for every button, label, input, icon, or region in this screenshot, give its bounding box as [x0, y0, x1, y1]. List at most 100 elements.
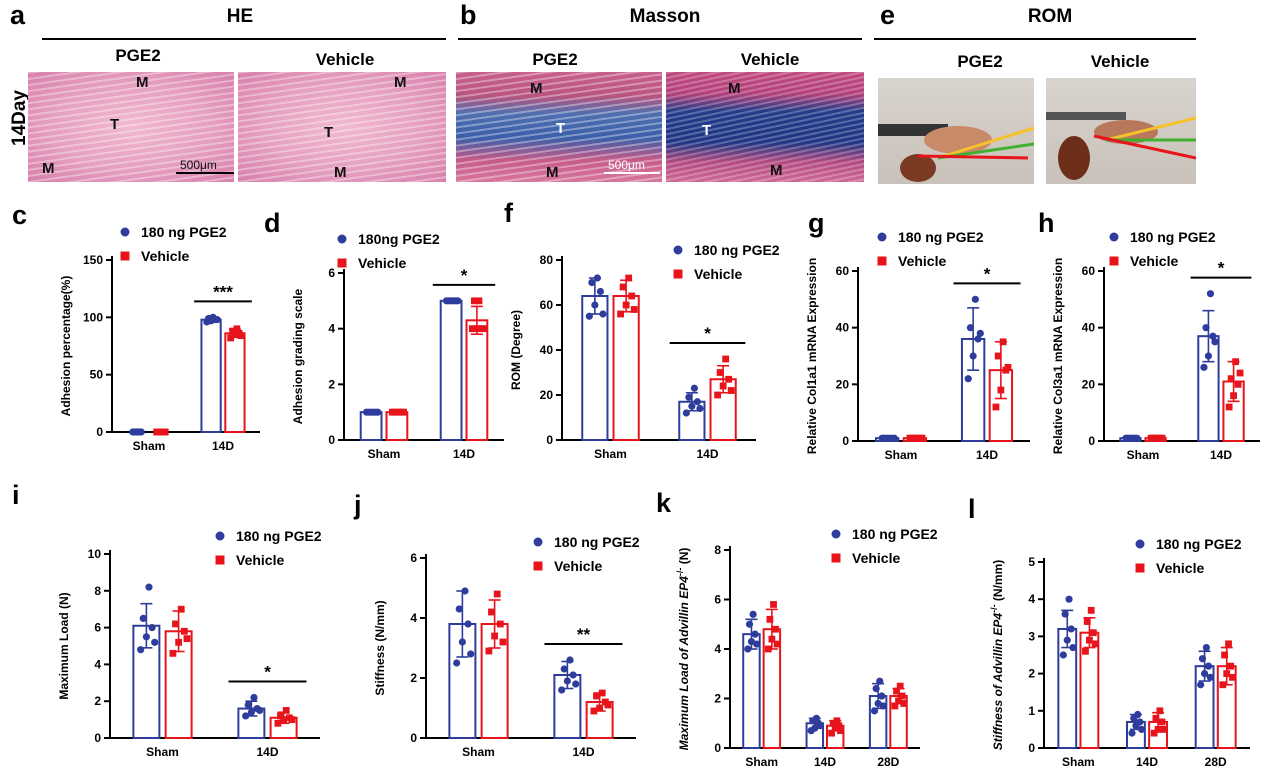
legend-label: 180 ng PGE2	[852, 526, 938, 542]
data-point	[816, 722, 824, 730]
data-point	[994, 352, 1002, 360]
data-point	[835, 722, 843, 730]
masson-vehicle-micrograph: M T M	[666, 72, 864, 182]
angle-line-yellow	[1105, 116, 1196, 142]
legend-marker	[1109, 256, 1119, 266]
bar	[465, 319, 489, 441]
chart-j: 0 2 4 6 Stiffness (N/mm) Sham 14D ** 180 ng PGE2…	[373, 534, 640, 759]
rom-pge2-drawing	[878, 124, 1034, 182]
data-point	[885, 434, 893, 442]
data-point	[1232, 358, 1240, 366]
data-point	[1087, 606, 1095, 614]
legend-label: 180 ng PGE2	[898, 229, 984, 245]
data-point	[872, 685, 880, 693]
data-point	[766, 615, 774, 623]
y-tick-label: 6	[94, 621, 101, 635]
section-rule-he	[42, 38, 446, 40]
chart-c: 0 50 100 150 Adhesion percentage(%) Sham 14D **…	[59, 224, 260, 453]
tendon-label: T	[110, 116, 120, 133]
data-point	[274, 719, 282, 727]
data-point	[454, 297, 462, 305]
significance-label: ***	[213, 282, 233, 301]
data-point	[145, 583, 153, 591]
data-point	[1211, 338, 1219, 346]
panel-label-a: a	[10, 0, 26, 30]
data-point	[714, 391, 721, 399]
data-point	[630, 306, 638, 313]
y-axis-label-superscript: -/-	[989, 604, 999, 613]
data-point	[282, 707, 290, 714]
data-point	[1089, 629, 1097, 637]
y-tick-label: 0	[714, 741, 721, 755]
legend-marker	[337, 234, 347, 244]
data-point	[593, 274, 601, 282]
data-point	[1067, 625, 1075, 633]
data-point	[566, 656, 574, 664]
data-point	[727, 387, 735, 394]
data-point	[753, 640, 761, 648]
y-tick-label: 2	[94, 694, 101, 708]
data-point	[745, 620, 754, 628]
y-tick-label: 6	[410, 551, 417, 565]
data-point	[1202, 324, 1210, 332]
panel-label-k: k	[656, 488, 672, 518]
y-tick-label: 0	[96, 425, 103, 439]
data-point	[997, 386, 1005, 394]
y-axis-label: Stiffness (N/mm)	[373, 600, 387, 695]
y-tick-label: 4	[1028, 592, 1035, 606]
data-point	[1059, 651, 1067, 659]
x-tick-label: 14D	[256, 745, 278, 759]
y-tick-label: 20	[836, 377, 850, 391]
data-point	[900, 700, 908, 707]
y-tick-label: 8	[714, 543, 721, 557]
legend-marker	[337, 258, 347, 268]
data-point	[135, 428, 143, 436]
data-point	[1091, 640, 1099, 648]
data-point	[625, 274, 633, 282]
data-point	[974, 335, 982, 343]
x-tick-label: 14D	[976, 448, 998, 462]
data-point	[1082, 647, 1089, 655]
angle-line-red	[917, 154, 1029, 160]
data-point	[1206, 673, 1214, 681]
data-point	[992, 403, 1000, 411]
data-point	[1083, 618, 1091, 625]
y-tick-label: 3	[1028, 629, 1035, 643]
legend-label: Vehicle	[852, 550, 900, 566]
chart-k: 0 2 4 6 8 Maximum Load of Advillin EP4-/- (N)…	[675, 526, 938, 769]
data-point	[751, 630, 759, 638]
y-axis-label: Stiffness of Advillin EP4-/- (N/mm)	[989, 560, 1005, 751]
data-point	[591, 301, 599, 309]
y-tick-label: 0	[410, 731, 417, 745]
muscle-label: M	[546, 164, 559, 181]
data-point	[908, 434, 916, 442]
legend-marker	[831, 553, 841, 563]
y-tick-label: 2	[1028, 667, 1035, 681]
data-point	[971, 295, 979, 303]
scale-bar-label: 500μm	[180, 158, 217, 172]
y-tick-label: 2	[714, 692, 721, 706]
data-point	[177, 605, 185, 613]
y-tick-label: 6	[714, 593, 721, 607]
legend-marker	[120, 227, 130, 237]
masson-vehicle-title: Vehicle	[740, 50, 800, 69]
data-point	[277, 712, 284, 720]
panel-label-f: f	[504, 198, 513, 228]
legend-label: Vehicle	[554, 558, 602, 574]
data-point	[1204, 352, 1213, 360]
data-point	[247, 708, 255, 716]
x-tick-label: Sham	[133, 439, 166, 453]
legend-label: 180ng PGE2	[358, 231, 440, 247]
data-point	[464, 620, 472, 628]
y-tick-label: 10	[88, 547, 102, 561]
data-point	[622, 301, 630, 309]
data-point	[1065, 595, 1073, 603]
legend-label: 180 ng PGE2	[1130, 229, 1216, 245]
data-point	[976, 329, 984, 337]
data-point	[891, 702, 899, 710]
chart-l: 0 1 2 3 4 5 Stiffness of Advillin EP4-/- (N/mm…	[989, 536, 1250, 769]
data-point	[1219, 681, 1227, 689]
data-point	[183, 635, 191, 643]
data-point	[488, 608, 495, 616]
rom-pge2-title: PGE2	[957, 52, 1003, 71]
